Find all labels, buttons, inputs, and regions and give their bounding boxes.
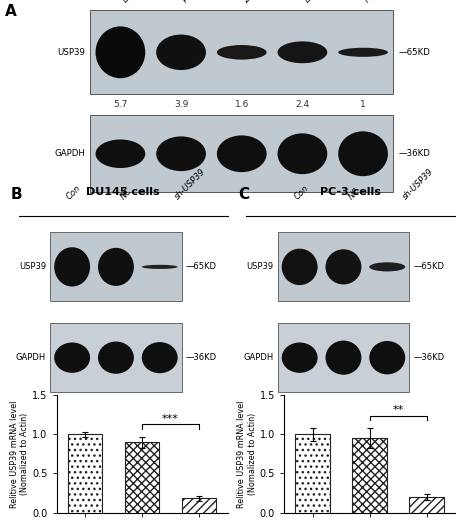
Ellipse shape	[326, 340, 361, 375]
Ellipse shape	[338, 48, 388, 57]
Ellipse shape	[282, 248, 318, 285]
Text: PC-3: PC-3	[181, 0, 201, 4]
Text: sh-USP39: sh-USP39	[401, 167, 436, 201]
Text: 1: 1	[360, 100, 366, 109]
Text: Con: Con	[65, 184, 82, 201]
Text: DU145 cells: DU145 cells	[86, 187, 160, 197]
Ellipse shape	[98, 248, 134, 286]
Y-axis label: Relitive USP39 mRNA level
(Nomalized to Actin): Relitive USP39 mRNA level (Nomalized to …	[237, 400, 257, 508]
Text: 22RV1: 22RV1	[242, 0, 268, 4]
Text: —65KD: —65KD	[398, 48, 430, 57]
Ellipse shape	[156, 35, 206, 70]
Text: —36KD: —36KD	[398, 149, 430, 158]
Bar	[68, 435, 102, 513]
Text: LNCaP: LNCaP	[302, 0, 328, 4]
Text: —65KD: —65KD	[186, 263, 217, 271]
Text: ***: ***	[162, 414, 179, 424]
Ellipse shape	[369, 341, 405, 374]
Ellipse shape	[278, 41, 327, 63]
Ellipse shape	[54, 343, 90, 373]
Text: —36KD: —36KD	[186, 353, 217, 362]
Bar	[410, 497, 444, 513]
Ellipse shape	[369, 263, 405, 271]
Ellipse shape	[156, 137, 206, 171]
Ellipse shape	[142, 342, 178, 373]
Bar	[182, 498, 216, 513]
Bar	[125, 442, 159, 513]
Text: 3.9: 3.9	[174, 100, 188, 109]
Text: Con: Con	[292, 184, 310, 201]
Text: C: C	[238, 187, 249, 202]
Text: 5.7: 5.7	[113, 100, 128, 109]
Text: NC: NC	[119, 187, 134, 201]
Text: 2.4: 2.4	[295, 100, 310, 109]
Bar	[278, 232, 409, 301]
Bar	[90, 10, 393, 94]
Ellipse shape	[96, 140, 145, 168]
Ellipse shape	[278, 133, 327, 174]
Text: A: A	[5, 4, 17, 19]
Ellipse shape	[217, 45, 266, 60]
Bar	[90, 115, 393, 192]
Text: sh-USP39: sh-USP39	[173, 167, 208, 201]
Bar	[295, 435, 329, 513]
Text: B: B	[10, 187, 22, 202]
Text: 1.6: 1.6	[235, 100, 249, 109]
Ellipse shape	[338, 131, 388, 176]
Text: USP39: USP39	[19, 263, 46, 271]
Text: RWPE: RWPE	[363, 0, 387, 4]
Ellipse shape	[54, 247, 90, 287]
Text: GAPDH: GAPDH	[243, 353, 273, 362]
Text: NC: NC	[346, 187, 362, 201]
Text: GAPDH: GAPDH	[55, 149, 85, 158]
Ellipse shape	[217, 135, 266, 172]
Ellipse shape	[98, 342, 134, 374]
Text: **: **	[392, 405, 404, 415]
Text: —65KD: —65KD	[413, 263, 444, 271]
Ellipse shape	[282, 343, 318, 373]
Bar	[50, 323, 182, 392]
Text: PC-3 cells: PC-3 cells	[320, 187, 381, 197]
Ellipse shape	[142, 265, 178, 269]
Text: USP39: USP39	[57, 48, 85, 57]
Ellipse shape	[326, 249, 361, 285]
Bar	[50, 232, 182, 301]
Text: —36KD: —36KD	[413, 353, 445, 362]
Ellipse shape	[96, 26, 145, 78]
Bar	[278, 323, 409, 392]
Text: GAPDH: GAPDH	[16, 353, 46, 362]
Text: DU145: DU145	[120, 0, 147, 4]
Text: USP39: USP39	[246, 263, 273, 271]
Bar	[353, 438, 387, 513]
Y-axis label: Relitive USP39 mRNA level
(Nomalized to Actin): Relitive USP39 mRNA level (Nomalized to …	[10, 400, 29, 508]
